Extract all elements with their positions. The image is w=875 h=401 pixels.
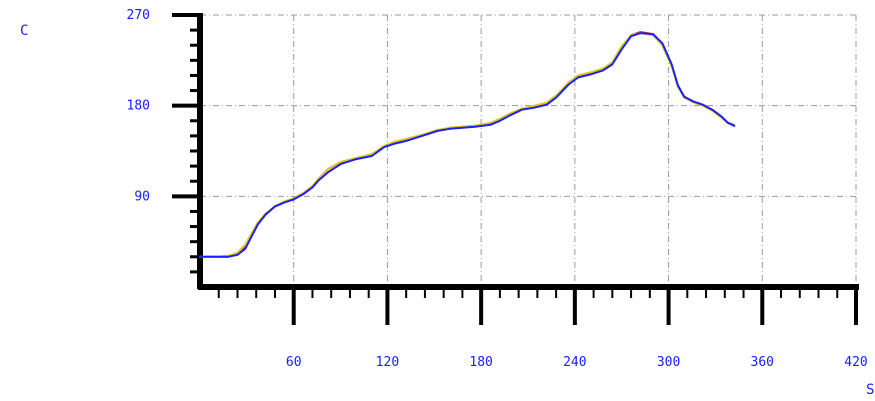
x-tick-label: 120: [376, 355, 399, 370]
y-tick-label: 180: [127, 99, 150, 114]
series-layer: [199, 31, 736, 258]
x-tick-label: 360: [751, 355, 774, 370]
labels-layer: 60 120 180 240 300 360 420 90 180 270: [127, 8, 868, 370]
x-axis-label: S: [866, 382, 874, 398]
series-line-2: [199, 32, 736, 258]
series-line-1: [199, 31, 736, 258]
y-tick-label: 90: [134, 189, 150, 204]
x-tick-label: 60: [286, 355, 302, 370]
grid-layer: [200, 14, 857, 287]
minor-ticks-layer: [190, 28, 839, 298]
axes-layer: [172, 13, 859, 325]
y-tick-label: 270: [127, 8, 150, 23]
x-tick-label: 240: [563, 355, 586, 370]
x-tick-label: 300: [657, 355, 680, 370]
y-axis-label: C: [20, 23, 28, 39]
series-line-3: [199, 32, 736, 258]
x-tick-label: 420: [844, 355, 867, 370]
x-tick-label: 180: [469, 355, 492, 370]
